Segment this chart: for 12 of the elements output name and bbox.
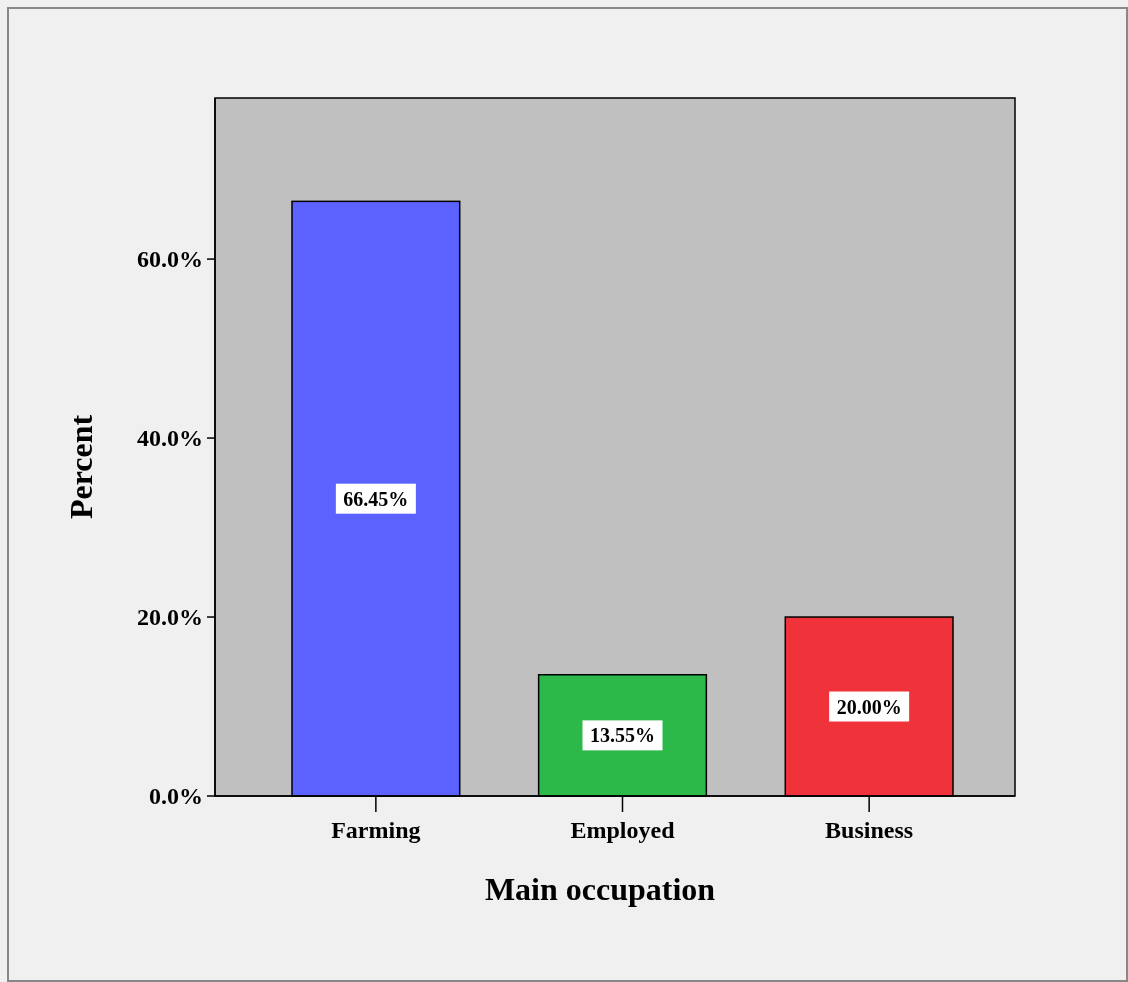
y-tick-label: 60.0% [137,246,203,273]
data-label: 13.55% [590,724,655,747]
x-axis-title: Main occupation [484,871,716,907]
data-label: 66.45% [343,487,409,510]
y-tick-label: 20.0% [137,604,203,631]
y-tick-label: 40.0% [137,425,203,452]
y-axis-title: Percent [63,414,99,520]
x-tick-label: Employed [570,817,676,843]
y-tick-label: 0.0% [149,783,203,809]
data-label: 20.00% [836,695,902,718]
x-tick-label: Business [825,817,914,843]
x-tick-label: Farming [331,817,421,843]
